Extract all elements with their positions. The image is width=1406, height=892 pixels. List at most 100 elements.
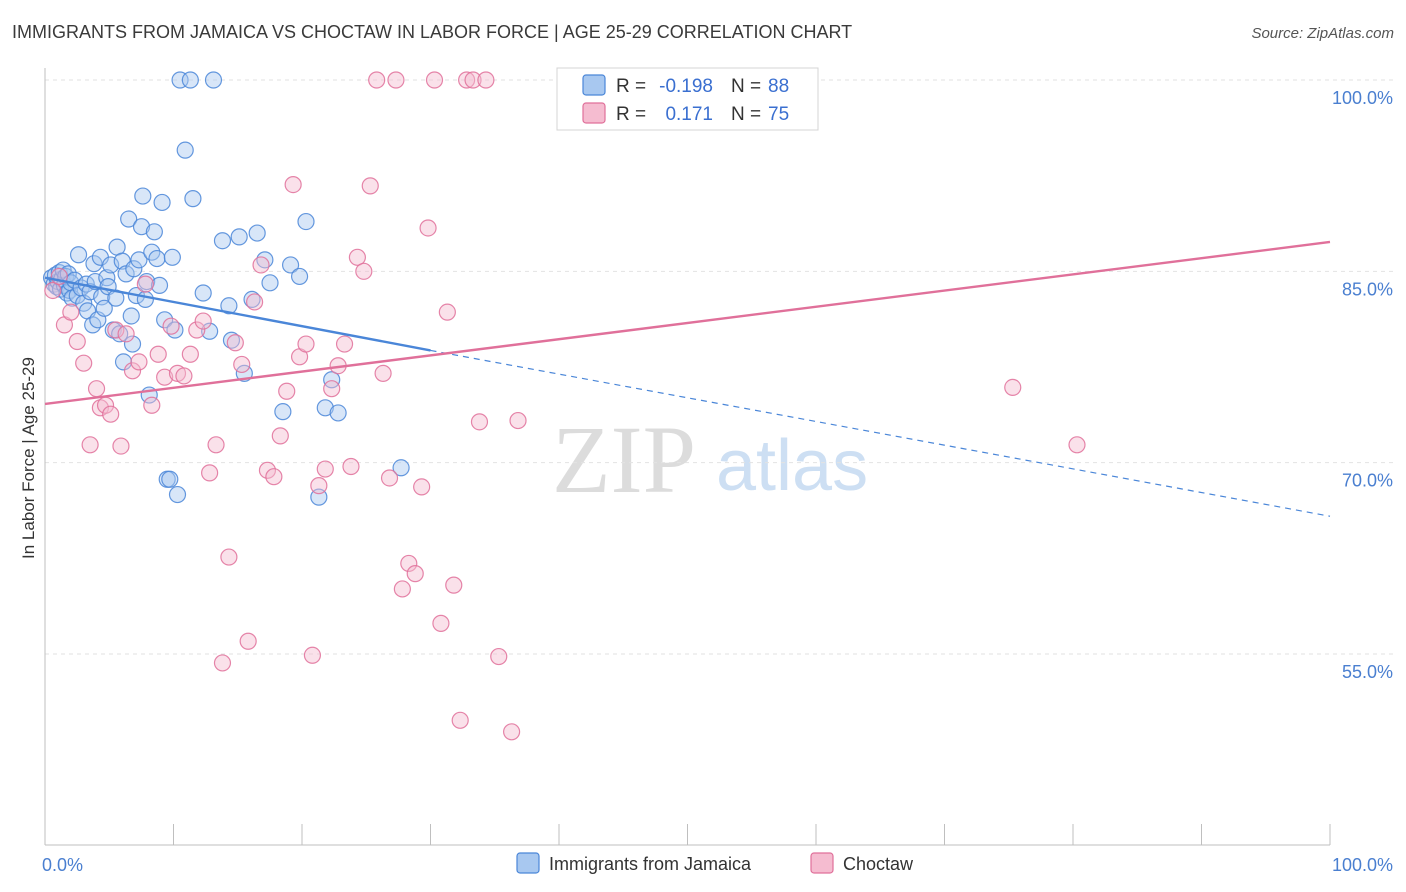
point-choctaw-33: [246, 293, 264, 311]
point-choctaw-3: [62, 303, 80, 321]
point-choctaw-19: [156, 368, 174, 386]
y-tick-label-3: 55.0%: [1342, 662, 1393, 682]
point-choctaw-53: [374, 364, 392, 382]
point-jamaica-25: [85, 255, 103, 273]
point-jamaica-65: [181, 71, 199, 89]
point-jamaica-55: [150, 276, 169, 294]
series-choctaw-points: [44, 71, 1086, 741]
legend-label-choctaw: Choctaw: [843, 854, 914, 874]
legend: Immigrants from Jamaica Choctaw: [516, 852, 914, 874]
point-jamaica-57: [156, 311, 174, 329]
chart-source: Source: ZipAtlas.com: [1251, 25, 1394, 42]
point-jamaica-82: [297, 212, 315, 231]
point-choctaw-43: [310, 477, 328, 495]
point-choctaw-64: [445, 576, 463, 594]
point-choctaw-39: [284, 175, 302, 194]
point-choctaw-59: [413, 478, 431, 496]
point-choctaw-44: [316, 460, 334, 478]
point-choctaw-47: [335, 335, 354, 353]
point-choctaw-54: [380, 469, 399, 487]
point-jamaica-66: [184, 190, 202, 208]
point-choctaw-17: [143, 396, 161, 414]
point-choctaw-37: [271, 427, 289, 445]
point-jamaica-31: [98, 269, 116, 287]
point-jamaica-71: [220, 297, 238, 315]
point-choctaw-58: [406, 565, 424, 583]
x-tick-label-1: 100.0%: [1332, 855, 1393, 875]
point-choctaw-29: [220, 548, 238, 566]
point-jamaica-54: [148, 249, 166, 268]
stats-r-value-jamaica: -0.198: [659, 76, 713, 97]
stats-n-label-choctaw: N =: [731, 104, 761, 125]
point-choctaw-31: [233, 355, 251, 374]
y-tick-label-2: 70.0%: [1342, 471, 1393, 491]
point-jamaica-44: [125, 260, 143, 278]
point-jamaica-73: [230, 228, 248, 246]
point-jamaica-67: [194, 284, 212, 302]
point-choctaw-7: [87, 380, 106, 398]
point-jamaica-43: [123, 335, 142, 353]
point-choctaw-23: [181, 345, 199, 363]
point-choctaw-13: [117, 325, 135, 343]
point-jamaica-68: [201, 322, 219, 340]
point-jamaica-70: [213, 232, 232, 250]
trend-line-choctaw: [44, 240, 1331, 406]
point-choctaw-52: [368, 71, 386, 89]
point-choctaw-60: [419, 219, 437, 237]
point-jamaica-81: [290, 267, 309, 286]
point-choctaw-50: [355, 262, 373, 280]
point-choctaw-68: [470, 413, 489, 431]
stats-n-value-choctaw: 75: [768, 104, 789, 125]
point-choctaw-27: [207, 436, 225, 454]
point-jamaica-87: [392, 459, 410, 477]
point-choctaw-71: [503, 723, 521, 741]
point-jamaica-48: [134, 187, 152, 205]
point-jamaica-85: [323, 371, 341, 389]
point-choctaw-24: [188, 321, 206, 339]
axes: [44, 68, 1331, 846]
point-jamaica-41: [120, 210, 138, 228]
point-jamaica-30: [95, 299, 113, 317]
x-tick-label-0: 0.0%: [42, 855, 83, 875]
trend-lines: [44, 240, 1331, 517]
point-jamaica-62: [168, 485, 187, 504]
point-choctaw-22: [175, 367, 193, 385]
point-choctaw-74: [1068, 436, 1086, 454]
point-jamaica-47: [132, 218, 151, 236]
point-choctaw-69: [477, 71, 495, 89]
stats-r-value-choctaw: 0.171: [665, 104, 713, 125]
point-jamaica-42: [122, 307, 140, 325]
stats-n-value-jamaica: 88: [768, 76, 789, 97]
point-choctaw-55: [387, 71, 405, 89]
point-choctaw-28: [213, 654, 232, 672]
point-choctaw-14: [123, 362, 142, 380]
point-choctaw-5: [75, 354, 93, 372]
stats-swatch-choctaw: [582, 102, 606, 124]
point-choctaw-12: [112, 437, 130, 455]
point-jamaica-80: [281, 256, 300, 274]
point-jamaica-79: [274, 403, 292, 421]
point-choctaw-25: [194, 312, 212, 330]
point-choctaw-20: [162, 317, 180, 335]
point-choctaw-4: [68, 332, 86, 351]
point-jamaica-69: [204, 71, 223, 89]
y-tick-label-0: 100.0%: [1332, 88, 1393, 108]
point-jamaica-84: [316, 399, 334, 417]
point-jamaica-76: [248, 224, 266, 242]
point-choctaw-61: [425, 71, 444, 89]
point-jamaica-24: [84, 316, 102, 334]
point-jamaica-78: [261, 274, 279, 292]
series-jamaica-points: [42, 71, 410, 506]
point-choctaw-42: [303, 646, 322, 664]
point-choctaw-65: [451, 711, 469, 729]
point-choctaw-11: [107, 321, 125, 339]
watermark-atlas: atlas: [716, 426, 868, 506]
point-choctaw-67: [464, 71, 482, 89]
point-choctaw-70: [490, 647, 508, 666]
point-choctaw-57: [400, 554, 418, 573]
x-tick-labels: 0.0% 100.0%: [42, 855, 1393, 875]
point-choctaw-41: [297, 335, 315, 353]
point-choctaw-35: [258, 461, 277, 479]
stats-swatch-jamaica: [582, 74, 606, 96]
